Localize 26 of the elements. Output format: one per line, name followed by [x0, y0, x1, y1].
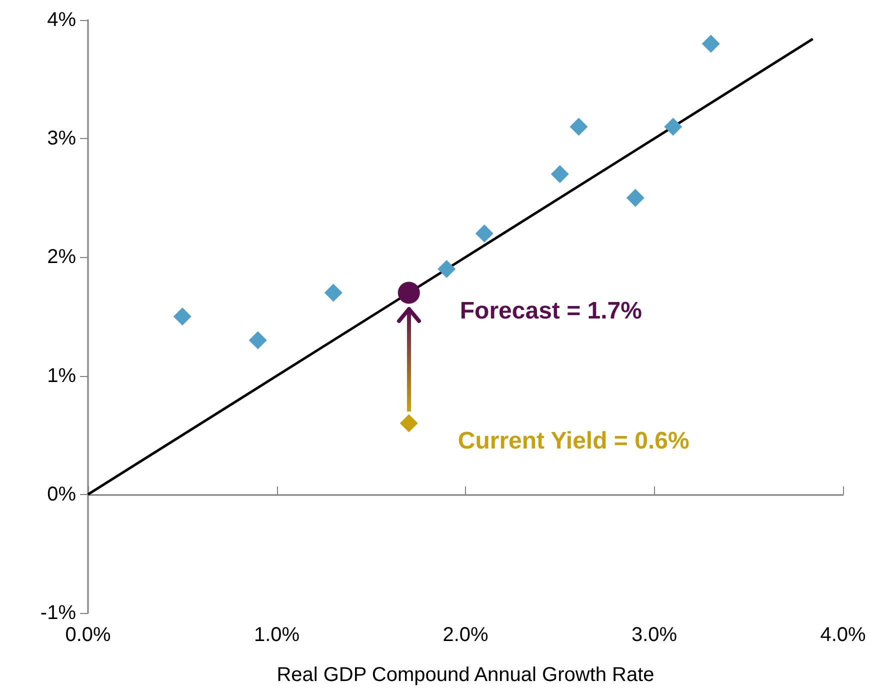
- y-tick-label: 2%: [47, 246, 76, 268]
- point: [475, 224, 494, 242]
- x-tick-label: 3.0%: [631, 624, 678, 646]
- point: [550, 165, 569, 184]
- legend-label: Forecast = 1.7%: [460, 297, 642, 324]
- y-tick-label: 4%: [47, 9, 76, 31]
- y-tick-label: 0%: [47, 483, 76, 506]
- x-tick-label: 4.0%: [820, 624, 866, 646]
- point: [664, 118, 682, 136]
- point: [400, 414, 418, 432]
- point: [702, 34, 720, 53]
- point: [324, 284, 342, 302]
- point: [570, 118, 588, 136]
- point: [438, 260, 456, 278]
- point: [248, 331, 267, 350]
- x-tick-label: 0.0%: [65, 624, 112, 646]
- y-tick-label: 1%: [47, 364, 76, 387]
- point: [398, 282, 420, 304]
- series-label: Current Yield = 0.6%: [458, 428, 690, 455]
- y-tick-label: -1%: [40, 602, 76, 624]
- x-axis-title: Real GDP Compound Annual Growth Rate: [276, 664, 654, 686]
- y-tick-label: 3%: [47, 128, 76, 150]
- x-tick-label: 1.0%: [254, 624, 300, 646]
- x-tick-label: 2.0%: [442, 624, 489, 646]
- point: [626, 188, 644, 207]
- point: [173, 308, 192, 326]
